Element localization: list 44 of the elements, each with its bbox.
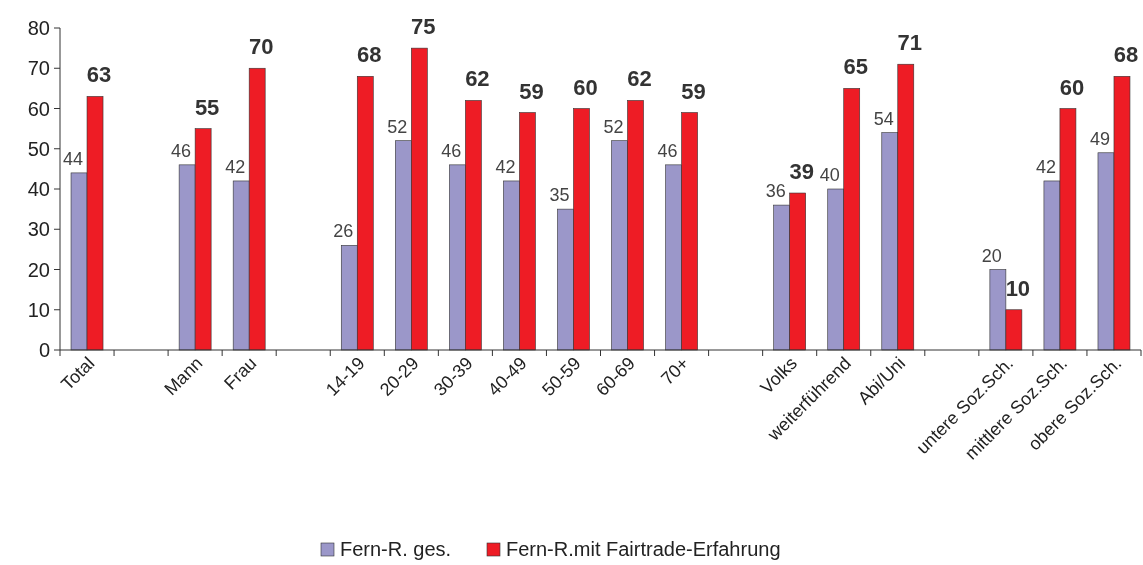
data-label: 55 — [194, 94, 220, 120]
data-label: 46 — [441, 140, 462, 161]
y-tick-label: 50 — [27, 137, 50, 160]
data-label: 42 — [225, 156, 246, 177]
data-label: 60 — [573, 74, 598, 100]
data-label: 70 — [248, 34, 274, 60]
y-tick-label: 30 — [27, 218, 50, 241]
data-label: 65 — [843, 54, 868, 80]
data-label: 68 — [1113, 42, 1139, 68]
data-label: 60 — [1059, 74, 1085, 100]
data-label: 26 — [333, 221, 354, 242]
data-label: 49 — [1089, 128, 1110, 149]
data-label: 68 — [357, 42, 382, 68]
data-label: 63 — [86, 62, 112, 88]
data-label: 52 — [387, 116, 408, 137]
data-label: 20 — [981, 245, 1002, 266]
data-label: 36 — [765, 181, 786, 202]
data-label: 62 — [465, 66, 490, 92]
legend-label: Fern-R. ges. — [340, 538, 452, 560]
data-label: 62 — [627, 66, 652, 92]
data-label: 42 — [1035, 156, 1056, 177]
y-tick-label: 10 — [27, 298, 50, 321]
y-tick-label: 20 — [27, 258, 50, 281]
data-label: 59 — [681, 78, 706, 104]
y-tick-label: 40 — [27, 178, 50, 200]
y-tick-label: 60 — [27, 97, 50, 120]
data-label: 39 — [789, 159, 814, 185]
data-label: 54 — [873, 108, 894, 129]
data-label: 71 — [897, 30, 923, 56]
data-label: 75 — [411, 14, 436, 40]
data-label: 10 — [1005, 275, 1031, 301]
legend-label: Fern-R.mit Fairtrade-Erfahrung — [506, 538, 781, 560]
data-label: 44 — [63, 148, 84, 169]
data-label: 52 — [603, 116, 624, 137]
data-label: 46 — [657, 140, 678, 161]
data-label: 59 — [519, 78, 544, 104]
y-tick-label: 70 — [27, 57, 50, 80]
data-label: 46 — [171, 140, 192, 161]
data-label: 42 — [495, 156, 516, 177]
y-tick-label: 80 — [27, 17, 50, 39]
data-label: 35 — [549, 185, 570, 206]
y-tick-label: 0 — [38, 339, 50, 361]
data-label: 40 — [819, 165, 840, 185]
x-tick-label: 70+ — [657, 353, 693, 389]
